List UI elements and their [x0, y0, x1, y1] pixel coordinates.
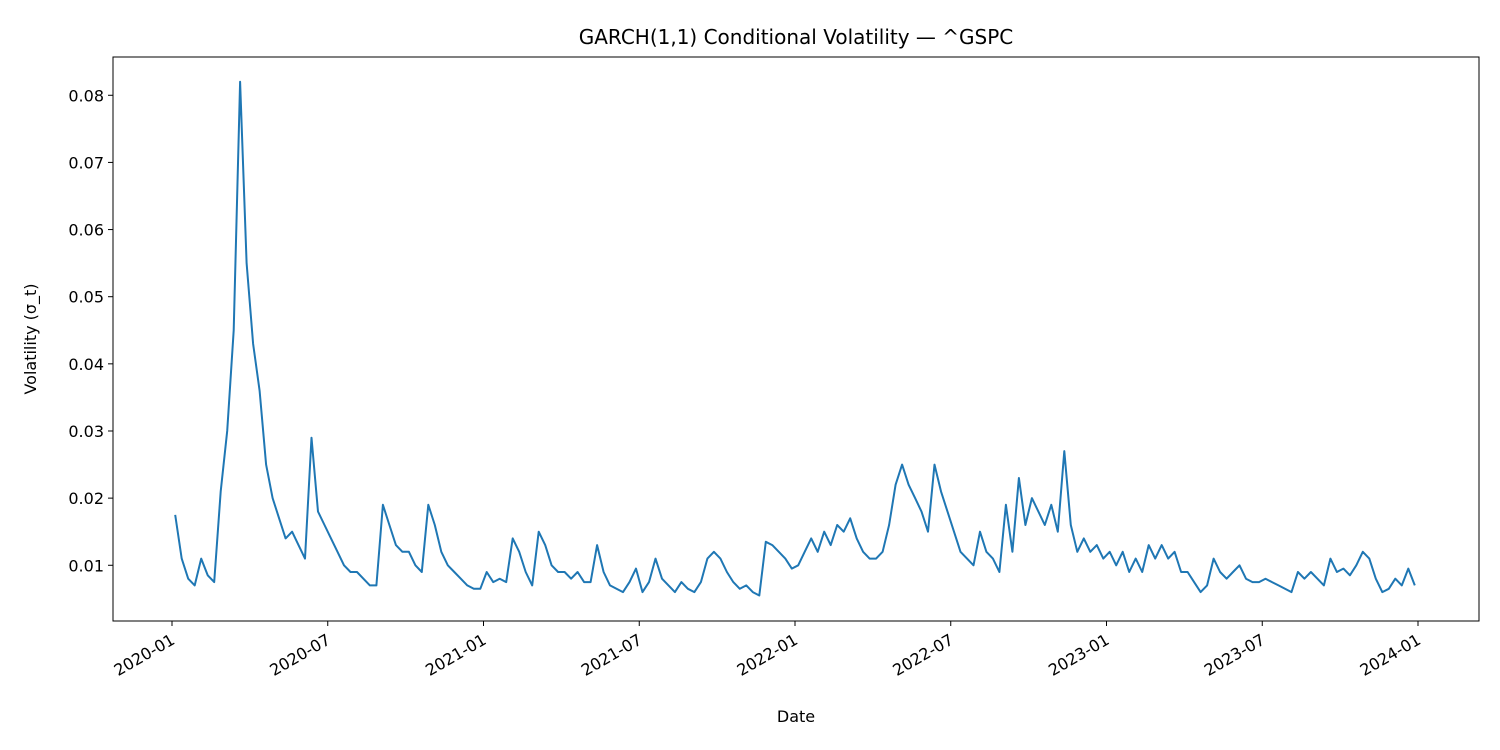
y-tick-label: 0.08 — [68, 86, 104, 105]
x-tick-label: 2023-07 — [1201, 630, 1268, 680]
x-tick-label: 2020-07 — [266, 630, 333, 680]
volatility-line — [174, 80, 1416, 597]
x-tick-label: 2024-01 — [1357, 630, 1424, 680]
x-tick-label: 2023-01 — [1045, 630, 1112, 680]
x-tick-label: 2020-01 — [111, 630, 178, 680]
y-tick-label: 0.05 — [68, 288, 104, 307]
y-tick-label: 0.02 — [68, 489, 104, 508]
x-tick-label: 2022-07 — [889, 630, 956, 680]
y-tick-label: 0.01 — [68, 556, 104, 575]
x-tick-label: 2021-07 — [578, 630, 645, 680]
y-tick-label: 0.03 — [68, 422, 104, 441]
chart-title: GARCH(1,1) Conditional Volatility — ^GSP… — [579, 25, 1014, 49]
x-tick-label: 2022-01 — [734, 630, 801, 680]
x-tick-label: 2021-01 — [422, 630, 489, 680]
y-tick-label: 0.04 — [68, 355, 104, 374]
y-axis-label: Volatility (σ_t) — [21, 283, 41, 394]
y-tick-label: 0.07 — [68, 153, 104, 172]
plot-frame — [112, 56, 1480, 622]
y-tick-label: 0.06 — [68, 221, 104, 240]
x-axis-label: Date — [777, 707, 815, 726]
